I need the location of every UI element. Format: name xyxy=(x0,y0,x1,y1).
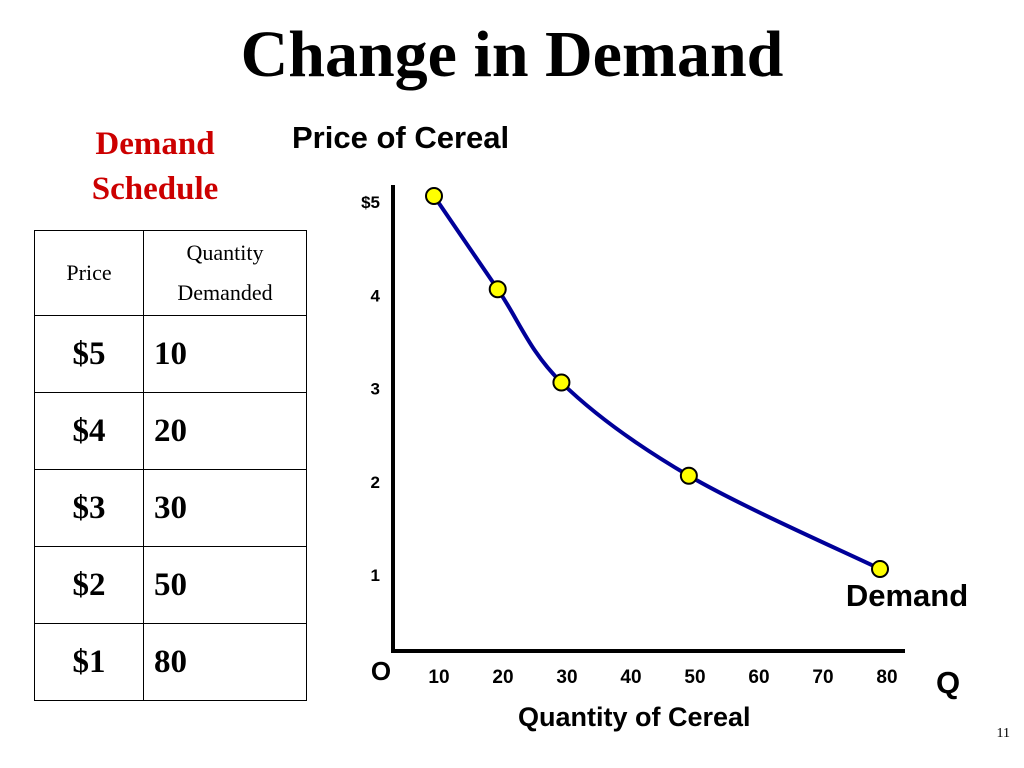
schedule-heading-line2: Schedule xyxy=(91,171,219,207)
quantity-header-line1: Quantity xyxy=(186,240,264,265)
quantity-header-line2: Demanded xyxy=(177,280,273,305)
slide-number: 11 xyxy=(996,726,1010,741)
x-tick-label: 40 xyxy=(620,667,641,688)
table-row: $1 80 xyxy=(34,623,307,701)
demand-data-point xyxy=(425,187,443,205)
table-row: $3 30 xyxy=(34,469,307,547)
price-cell: $5 xyxy=(34,315,144,393)
schedule-heading-line1: Demand xyxy=(95,126,215,162)
quantity-cell: 10 xyxy=(143,315,307,393)
slide-title: Change in Demand xyxy=(240,18,784,91)
table-row: $2 50 xyxy=(34,546,307,624)
table-header-row: Price Quantity Demanded xyxy=(34,230,307,316)
demand-curve-line xyxy=(432,194,881,571)
quantity-column-header: Quantity Demanded xyxy=(143,230,307,316)
y-tick-label: 1 xyxy=(371,566,380,585)
demand-data-point xyxy=(871,560,889,578)
x-tick-label: 80 xyxy=(876,667,897,688)
quantity-cell: 80 xyxy=(143,623,307,701)
x-tick-label: 10 xyxy=(428,667,449,688)
x-tick-label: 60 xyxy=(748,667,769,688)
demand-data-point xyxy=(488,280,507,299)
demand-data-point xyxy=(679,466,698,485)
y-tick-label: 4 xyxy=(371,286,381,305)
y-tick-label: 3 xyxy=(371,380,380,399)
origin-label: O xyxy=(371,656,391,686)
demand-series-label: Demand xyxy=(846,578,968,613)
demand-schedule-heading: Demand Schedule xyxy=(40,122,270,212)
demand-schedule-table: Price Quantity Demanded $5 10 $4 20 $3 3… xyxy=(34,230,307,701)
table-row: $4 20 xyxy=(34,392,307,470)
x-tick-label: 20 xyxy=(492,667,513,688)
demand-data-point xyxy=(552,373,571,392)
y-tick-label: 2 xyxy=(371,473,380,492)
price-column-header: Price xyxy=(34,230,144,316)
price-cell: $2 xyxy=(34,546,144,624)
x-axis-label: Quantity of Cereal xyxy=(518,702,751,732)
chart-title: Price of Cereal xyxy=(292,120,510,155)
x-tick-label: 70 xyxy=(812,667,833,688)
y-tick-label: $5 xyxy=(361,193,380,212)
price-cell: $1 xyxy=(34,623,144,701)
x-tick-label: 50 xyxy=(684,667,705,688)
x-tick-label: 30 xyxy=(556,667,577,688)
table-row: $5 10 xyxy=(34,315,307,393)
quantity-cell: 50 xyxy=(143,546,307,624)
price-cell: $4 xyxy=(34,392,144,470)
price-cell: $3 xyxy=(34,469,144,547)
x-axis-letter: Q xyxy=(936,665,960,700)
